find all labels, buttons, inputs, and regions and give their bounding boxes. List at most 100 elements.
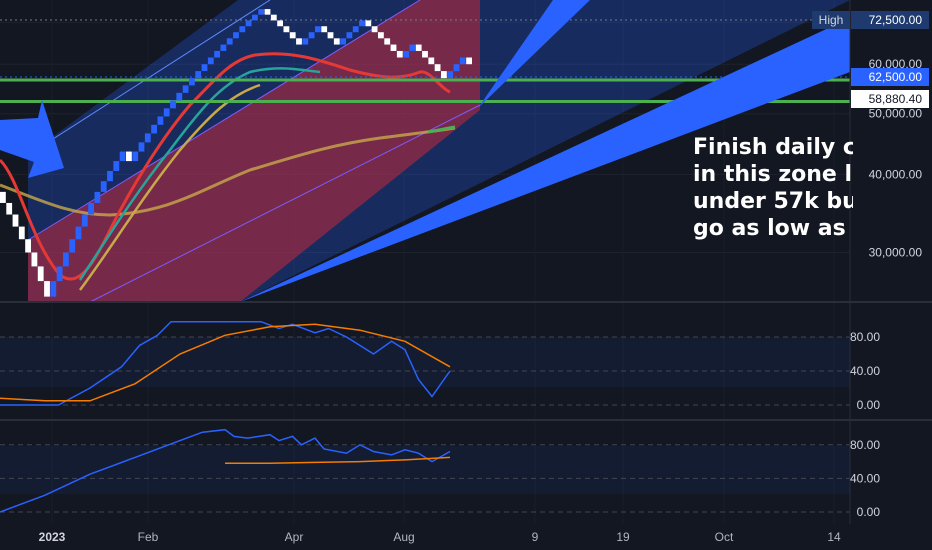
renko-brick [327, 32, 334, 39]
renko-brick [315, 26, 321, 33]
renko-brick [6, 202, 13, 215]
x-axis-ticks: 2023 Feb Apr Aug 9 19 Oct 14 [39, 530, 841, 544]
oscillator-2-tick-label: 40.00 [850, 471, 880, 485]
renko-brick [428, 57, 435, 65]
ma-fast-gold-line [78, 83, 261, 291]
renko-brick [321, 26, 328, 33]
renko-brick [113, 161, 120, 171]
renko-brick [18, 226, 25, 240]
renko-brick [270, 14, 277, 21]
renko-brick [359, 20, 365, 27]
x-tick-label: Aug [393, 530, 414, 544]
renko-brick [245, 20, 252, 27]
renko-brick [371, 26, 378, 33]
renko-brick [132, 151, 139, 162]
renko-brick [119, 151, 126, 162]
x-tick-label: 19 [616, 530, 630, 544]
renko-brick [126, 151, 132, 162]
oscillator-lines [0, 320, 850, 513]
renko-brick [409, 44, 416, 51]
oscillator-1-series-2 [0, 323, 451, 402]
price-tag-label: 72,500.00 [869, 13, 923, 27]
price-tick-label: 30,000.00 [869, 245, 923, 259]
renko-brick [384, 38, 391, 45]
renko-brick [214, 50, 220, 58]
renko-brick [182, 85, 189, 93]
price-tick-label: 40,000.00 [869, 167, 923, 181]
renko-brick [81, 214, 88, 227]
price-tag [851, 11, 929, 29]
renko-brick [422, 50, 428, 58]
price-axis[interactable] [850, 0, 932, 524]
renko-brick [44, 281, 50, 297]
price-labels: High 72,500.00 62,500.00 58,880.40 [812, 11, 929, 108]
renko-brick [163, 108, 170, 117]
x-tick-label: 14 [827, 530, 841, 544]
price-tag-label: 58,880.40 [869, 92, 923, 106]
arrow-down-left [0, 100, 64, 178]
oscillator-2-series-1 [0, 428, 451, 513]
renko-brick [378, 32, 384, 39]
oscillator-1-tick-label: 0.00 [857, 398, 881, 412]
renko-brick [333, 38, 340, 45]
renko-brick [415, 44, 422, 51]
price-tag-label: 62,500.00 [869, 70, 923, 84]
renko-brick [239, 26, 246, 33]
renko-brick [466, 57, 472, 65]
channel-upper-line [27, 0, 271, 156]
arrow-wedge-top [478, 0, 590, 108]
renko-brick [403, 50, 409, 58]
renko-brick [195, 71, 202, 79]
renko-brick [0, 191, 6, 203]
x-tick-label: 2023 [39, 530, 66, 544]
oscillator-1-band [0, 337, 850, 387]
renko-brick [459, 57, 466, 65]
annotation-line-1: Finish daily co [693, 135, 853, 160]
renko-brick [69, 239, 76, 253]
oscillator-2-pane[interactable] [0, 420, 850, 524]
arrow-drawings[interactable] [0, 0, 850, 302]
renko-brick [12, 214, 19, 227]
renko-brick [37, 266, 44, 282]
renko-brick [157, 116, 164, 125]
oscillator-1-series-1 [0, 320, 451, 406]
renko-brick [264, 9, 271, 15]
renko-brick [25, 239, 31, 253]
x-tick-label: 9 [532, 530, 539, 544]
renko-brick [144, 133, 151, 143]
ma-green-hook [427, 125, 456, 134]
annotation-line-2: in this zone lik [693, 162, 853, 187]
renko-brick [447, 71, 454, 79]
renko-brick [56, 266, 63, 282]
channel-lower-line [89, 104, 481, 303]
high-name-tag [812, 11, 850, 29]
renko-brick [31, 252, 38, 267]
x-tick-label: Feb [138, 530, 159, 544]
renko-brick [226, 38, 233, 45]
renko-brick [94, 191, 101, 203]
renko-bricks [0, 9, 472, 297]
x-tick-label: Oct [715, 530, 734, 544]
renko-brick [88, 202, 94, 215]
renko-brick [340, 38, 346, 45]
renko-brick [75, 226, 82, 240]
renko-brick [151, 124, 157, 134]
price-tick-label: 60,000.00 [869, 57, 923, 71]
renko-brick [233, 32, 239, 39]
renko-brick [441, 71, 447, 79]
renko-brick [302, 38, 309, 45]
renko-brick [100, 181, 107, 192]
renko-brick [220, 44, 227, 51]
arrow-wedge-long [240, 18, 850, 302]
channel-mid-line [27, 0, 421, 241]
annotation-text[interactable]: Finish daily co in this zone lik under 5… [693, 134, 853, 242]
renko-brick [138, 142, 145, 152]
oscillator-1-pane[interactable] [0, 302, 850, 420]
oscillator-1-tick-label: 40.00 [850, 364, 880, 378]
renko-brick [346, 32, 353, 39]
oscillator-2-band [0, 446, 850, 494]
annotation-line-3: under 57k but [693, 189, 853, 214]
x-tick-label: Apr [285, 530, 304, 544]
renko-brick [252, 14, 258, 21]
